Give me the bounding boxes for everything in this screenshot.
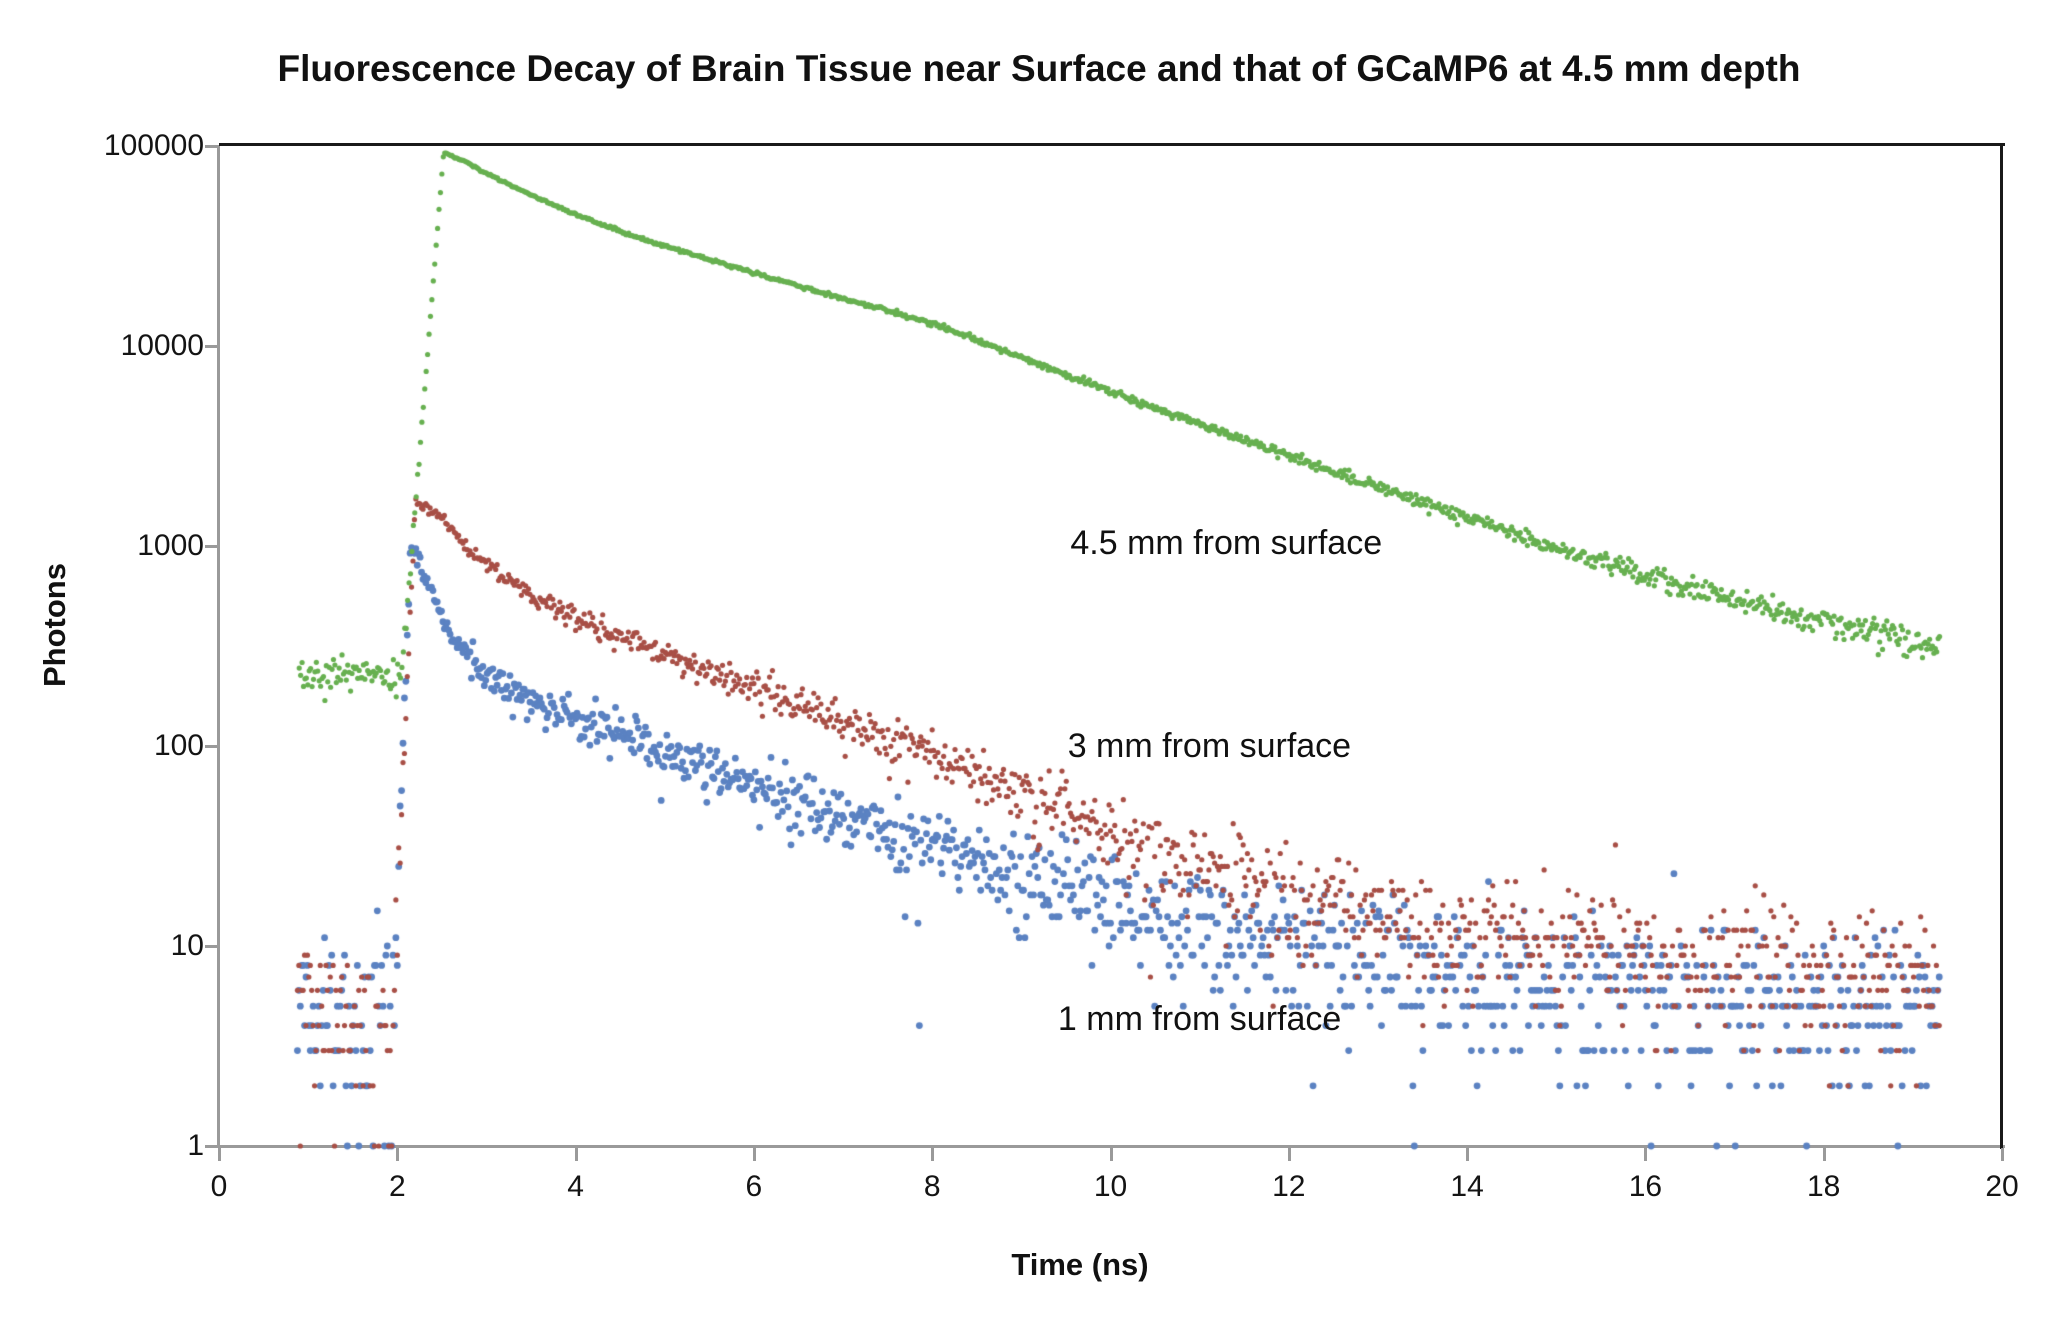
y-axis-title: Photons [37,563,72,687]
annotation-4-5mm-label: 4.5 mm from surface [1070,523,1383,562]
annotation-1mm-label: 1 mm from surface [1057,999,1342,1038]
x-axis-title: Time (ns) [1011,1247,1149,1282]
annotation-3mm-label: 3 mm from surface [1067,727,1352,766]
